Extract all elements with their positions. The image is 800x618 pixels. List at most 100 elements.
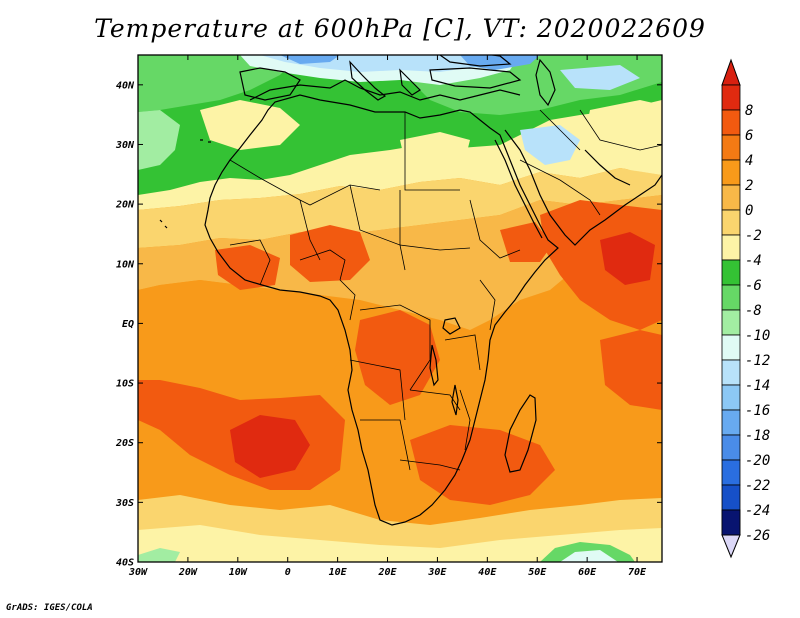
colorbar-top-arrow [721,58,741,86]
lon-tick-label: 20W [178,567,198,578]
border-namibia [360,419,411,471]
border-saudi [519,159,601,216]
border-zambia [409,389,461,411]
africa-coastline [204,94,559,526]
colorbar-label: 4 [745,153,753,169]
turkey-coast [429,67,522,89]
border-west-africa [229,239,271,286]
cyan-patch-south [560,550,618,562]
colorbar-label: -10 [745,328,770,344]
light-blue-patch-far-east [560,65,640,90]
colorbar-swatch [721,409,741,436]
yellow-band-south [138,525,662,562]
lon-tick-label: 70E [628,567,647,578]
colorbar-swatch [721,309,741,336]
lat-tick-label: 40N [116,80,135,91]
border-angola [349,359,406,421]
colorbar-swatch [721,384,741,411]
colorbar-label: -16 [745,403,770,419]
colorbar-swatch [721,484,741,511]
colorbar-label: -22 [745,478,770,494]
greece-coast [399,68,421,96]
latitude-axis: 40N 30N 20N 10N EQ 10S 20S 30S 40S [115,80,662,569]
colorbar-label: -8 [745,303,762,319]
black-sea-coast [438,55,512,67]
colorbar-swatch [721,184,741,211]
yellow-patch-sahara [200,100,300,150]
lon-tick-label: 50E [528,567,547,578]
red-core-arabian-sea [600,232,655,285]
lat-tick-label: 10N [116,259,135,270]
dark-orange-region-southern-africa [410,425,555,505]
border-tanzania [444,334,481,371]
colorbar-swatch [721,84,741,111]
colorbar: 8 6 4 2 0 -2 -4 -6 -8 -10 -12 -14 -16 -18 -20 -22 -24 -26 [721,58,770,559]
colorbar-swatch [721,284,741,311]
cape-verde-islands [159,219,168,229]
lon-tick-label: 60E [578,567,597,578]
lat-tick-label: 10S [116,379,134,390]
lon-tick-label: 40E [478,567,497,578]
border-iran [579,109,662,151]
colorbar-bottom-arrow [721,534,741,559]
map-area [138,55,662,562]
red-core-south-atlantic [230,415,310,478]
border-ethiopia [469,199,521,259]
lon-tick-label: 30W [128,567,148,578]
colorbar-label: 0 [745,203,753,219]
colorbar-label: -26 [745,528,770,544]
canary-islands [200,139,211,143]
lat-tick-label: EQ [122,319,134,330]
colorbar-label: -2 [745,228,762,244]
lat-tick-label: 20S [115,438,134,449]
lake-victoria [442,317,461,335]
arabia-coastline [504,129,662,246]
lat-tick-label: 30S [115,498,134,509]
pale-green-patch-west [138,110,180,170]
border-sudan [399,190,471,251]
colorbar-label: -14 [745,378,770,394]
chart-title: Temperature at 600hPa [C], VT: 202002260… [94,14,706,43]
colorbar-label: 6 [745,128,753,144]
coastlines [159,55,662,526]
colorbar-swatch [721,234,741,261]
lon-tick-label: 0 [285,567,291,578]
colorbar-label: -4 [745,253,762,269]
colorbar-swatch [721,159,741,186]
longitude-axis: 30W 20W 10W 0 10E 20E 30E 40E 50E 60E 70E [128,55,647,578]
orange-region-atlantic [138,280,345,400]
lon-tick-label: 10W [229,567,248,578]
mediterranean-north-coast [249,79,521,101]
border-mozambique [459,389,471,451]
colorbar-label: -12 [745,353,770,369]
light-green-patch-nw [138,55,300,112]
colorbar-swatch [721,134,741,161]
lon-tick-label: 30E [427,567,447,578]
lat-tick-label: 40S [116,558,134,569]
border-libya-egypt [404,112,460,191]
border-drc [359,304,431,391]
italy-coast [349,60,387,101]
blue-core-europe [280,55,340,64]
yellow-patch-arabia [585,100,662,175]
lat-tick-label: 30N [115,140,135,151]
caspian-coast [535,58,556,107]
colorbar-label: -6 [745,278,762,294]
green-patch-south-west [138,548,180,562]
colorbar-swatch [721,209,741,236]
colorbar-swatch [721,334,741,361]
madagascar-coastline [504,394,537,473]
border-nigeria [299,249,346,281]
dark-orange-region-indian-ocean [600,330,662,410]
country-borders [229,109,662,471]
border-cameroon [339,279,356,321]
border-niger-chad [349,184,406,271]
lon-tick-label: 20E [377,567,397,578]
border-sahara-west [229,159,381,206]
lat-tick-label: 20N [115,200,135,211]
dark-orange-region-arabian-sea [540,200,662,330]
colorbar-bottom-box [721,509,741,536]
colorbar-label: -20 [745,453,770,469]
dark-orange-region-congo [355,310,440,405]
